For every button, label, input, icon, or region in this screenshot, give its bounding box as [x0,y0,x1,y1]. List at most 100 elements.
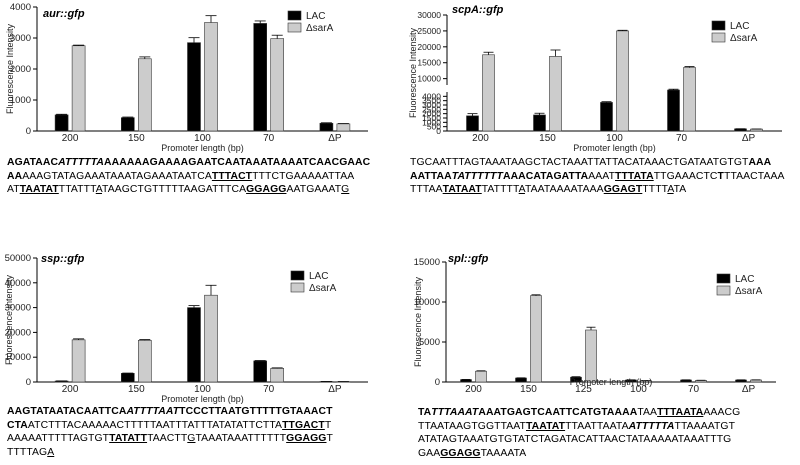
y-axis-label: Fluorescence Intensity [413,276,423,367]
bar-ΔsarA-200 [475,370,487,383]
sequence-line: AATTAATATTTTTTAAACATAGATTAAAATTTTATATTGA… [410,170,785,184]
legend-swatch [711,20,726,31]
sequence-segment: AAA [748,157,772,168]
sequence-segment: AT [7,184,20,195]
sequence-segment: TATTTTTT [451,170,503,182]
sequence-segment: TTATTT [58,184,96,195]
sequence-segment: TTTATA [615,170,654,182]
legend-swatch [290,282,305,293]
sequence-segment: TAA [637,407,658,418]
sequence-segment: T [717,170,724,182]
sequence-segment: TGCAATTTAGTAAATAAGCTACTAAATTATTACATAAACT… [410,157,749,168]
sequence-segment: ATTTTAAT [126,406,180,417]
sequence-line: GAAGGAGGTAAAATA [418,447,740,461]
bar-LAC-70 [667,89,680,132]
category-label: 70 [263,133,275,144]
category-label: 70 [263,384,275,395]
sequence-segment: ATTTTTA [58,157,105,168]
category-label: ΔP [328,384,342,395]
y-tick-label: 3500 [422,96,441,106]
sequence-line: TATTTAAATAAATGAGTCAATTCATGTAAAATAATTTAAT… [418,406,740,420]
sequence-segment: TTAACTAAA [724,170,785,182]
y-tick-label: 20000 [5,327,31,338]
sequence-line: AAAAATTTTTAGTGTTATATTTAACTTGTAAATAAATTTT… [7,432,333,446]
sequence-segment: TTTAAAT [431,407,479,418]
legend-label: LAC [306,11,325,22]
bar-LAC-100 [600,102,613,132]
category-label: 200 [465,384,482,395]
category-label: 150 [520,384,537,395]
bar-LAC-150 [533,114,546,132]
legend-label: LAC [309,271,328,282]
y-tick-label: 10000 [5,352,31,363]
sequence-segment: AATGAAAT [286,184,342,195]
category-label: 200 [472,133,489,144]
sequence-segment: A [667,184,674,195]
y-tick-label: 1000 [10,95,31,106]
category-label: ΔP [328,133,342,144]
sequence-segment: AAAAATTTTTAGTGT [7,433,110,444]
sequence-segment: TTTAATA [657,407,704,418]
sequence-segment: A [95,184,103,195]
sequence-segment: TAATAT [19,184,59,195]
sequence-segment: AGATAAC [7,157,59,168]
legend-swatch [290,270,305,281]
sequence-segment: TTTTAG [7,446,48,458]
bar-ΔsarA-100 [616,30,629,132]
sequence-scpA: TGCAATTTAGTAAATAAGCTACTAAATTATTACATAAACT… [410,156,785,197]
y-tick-label: 0 [26,126,31,137]
y-tick-label: 5000 [419,337,440,348]
sequence-line: AGATAACATTTTTAAAAAAAGAAAAGAATCAATAAATAAA… [7,156,370,170]
bar-LAC-70 [680,379,692,383]
legend-label: LAC [730,21,749,32]
sequence-line: ATTAATATTTATTTATAAGCTGTTTTTAAGATTTCAGGAG… [7,183,370,197]
category-label: 100 [606,133,623,144]
sequence-segment: GGAGG [246,184,287,195]
legend-swatch [716,285,731,296]
bar-LAC-ΔP [734,128,747,132]
y-tick-label: 40000 [5,278,31,289]
chart-title: aur::gfp [43,8,85,20]
sequence-segment: A [518,184,525,195]
y-tick-label: 15000 [414,257,440,268]
y-tick-label: 10000 [417,74,441,84]
y-tick-label: 1500 [422,113,441,123]
bar-ΔsarA-200 [71,45,86,132]
y-tick-label: 20000 [417,42,441,52]
sequence-ssp: AAGTATAATACAATTCAATTTTAATTCCCTTAATGTTTTT… [7,405,333,459]
bar-ΔsarA-ΔP [750,379,762,383]
category-label: 200 [62,384,79,395]
sequence-segment: TAAAATA [480,447,527,459]
bar-LAC-200 [460,379,472,383]
y-tick-label: 0 [436,126,441,136]
sequence-segment: AAACATAGATTA [502,170,589,182]
y-tick-label: 30000 [5,303,31,314]
sequence-segment: TTAAAATGT [674,420,736,432]
sequence-segment: TTTACT [211,170,253,182]
legend-swatch [716,273,731,284]
sequence-segment: AAATGAGTCAATTCATGTAAAA [478,407,638,418]
bar-LAC-ΔP [735,379,747,383]
sequence-segment: CTA [7,419,28,431]
bar-ΔsarA-70 [683,67,696,132]
legend-label: ΔsarA [306,23,334,34]
y-tick-label: 25000 [417,26,441,36]
y-tick-label: 1000 [422,117,441,127]
sequence-line: ATATAGTAAATGTGTATCTAGATACATTAACTATAAAAAT… [418,433,740,447]
bar-LAC-150 [121,373,135,383]
sequence-segment: TTTAA [410,184,443,195]
category-label: 100 [194,384,211,395]
sequence-segment: TAATAAAATAAA [524,184,604,195]
sequence-segment: TCCCTTAATGTTTTTGTAAACT [179,406,333,417]
sequence-segment: ATTTTTA [628,420,675,432]
sequence-segment: AAAAAAGAAAAGAATCAATAAATAAAATCAACGAAC [104,157,371,168]
y-tick-label: 15000 [417,58,441,68]
sequence-segment: GGAGG [440,447,481,459]
sequence-segment: G [341,184,350,195]
sequence-aur: AGATAACATTTTTAAAAAAAGAAAAGAATCAATAAATAAA… [7,156,370,197]
sequence-segment: TA [673,184,687,195]
y-tick-label: 10000 [414,297,440,308]
sequence-segment: TTTT [642,184,668,195]
